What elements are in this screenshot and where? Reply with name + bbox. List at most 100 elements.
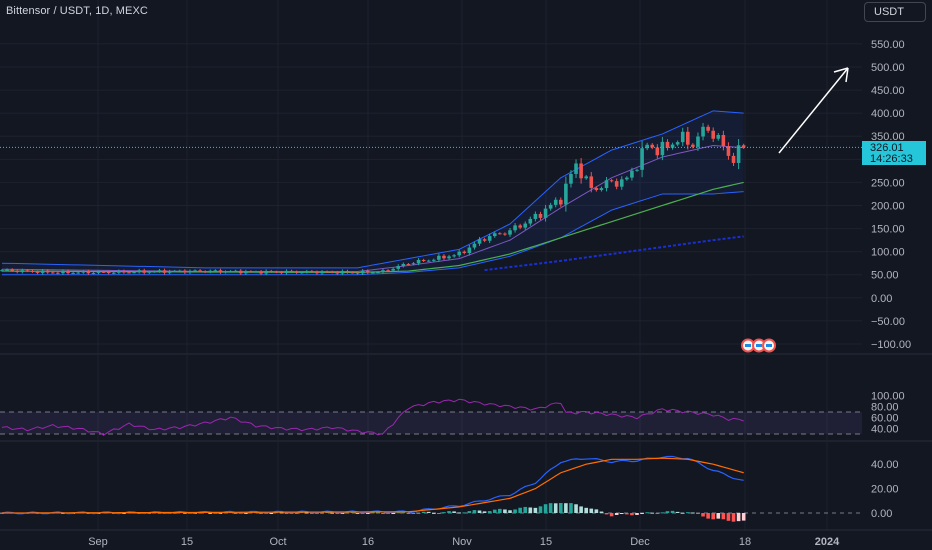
macd-histogram-bar	[660, 512, 665, 514]
candle-body	[264, 271, 268, 274]
time-tick-label: Nov	[452, 536, 472, 548]
candle	[269, 269, 274, 273]
candle	[66, 269, 70, 275]
candle-body	[691, 144, 695, 147]
macd-histogram-bar	[462, 512, 467, 514]
candle	[625, 176, 629, 181]
candle-body	[325, 271, 329, 273]
macd-histogram-bar	[523, 506, 528, 513]
macd-histogram-bar	[518, 507, 522, 513]
candle	[609, 179, 614, 183]
candle	[584, 174, 588, 180]
macd-histogram-bar	[294, 512, 299, 514]
candle	[61, 269, 65, 275]
candle	[213, 269, 218, 272]
symbol-title: Bittensor / USDT, 1D, MEXC	[6, 5, 148, 17]
candle-body	[559, 199, 563, 205]
macd-histogram-bar	[391, 513, 395, 514]
candle-body	[35, 271, 40, 273]
candle	[117, 269, 121, 275]
candle	[701, 122, 705, 141]
candle-body	[523, 223, 528, 228]
candle-body	[421, 259, 426, 261]
candle-body	[487, 236, 492, 241]
candle	[696, 132, 700, 151]
candle-body	[645, 144, 649, 149]
candle-body	[193, 270, 197, 272]
macd-histogram-bar	[584, 507, 588, 513]
candle	[523, 221, 528, 230]
candle	[680, 127, 685, 147]
candle-body	[365, 270, 370, 273]
candle	[498, 232, 502, 235]
candle	[396, 264, 401, 271]
candle-body	[680, 131, 685, 143]
candle-body	[279, 272, 284, 274]
candle-body	[564, 183, 568, 205]
candle-body	[172, 270, 177, 272]
candle-body	[213, 270, 218, 272]
candle-body	[614, 181, 619, 187]
macd-histogram-bar	[675, 511, 680, 513]
ma200-line	[484, 235, 744, 272]
candle-body	[721, 135, 726, 147]
candle	[457, 249, 461, 258]
candle	[106, 270, 111, 275]
macd-histogram-bar	[548, 503, 553, 513]
macd-histogram-bar	[437, 513, 441, 514]
macd-histogram-bar	[279, 512, 284, 514]
candle	[259, 270, 263, 275]
macd-histogram-bar	[371, 512, 375, 514]
price-tick-label: 500.00	[871, 62, 905, 74]
candle-body	[467, 247, 472, 253]
countdown-value: 14:26:33	[870, 153, 913, 165]
candle	[442, 254, 446, 260]
candle	[569, 170, 573, 188]
candle-body	[76, 272, 80, 274]
candle	[645, 142, 649, 151]
candle-body	[736, 145, 741, 163]
candle	[675, 140, 680, 147]
candle-body	[305, 271, 309, 273]
candle	[5, 268, 9, 272]
candle	[553, 197, 558, 208]
rsi-tick-label: 80.00	[871, 402, 899, 414]
candle	[51, 271, 55, 274]
candle-body	[360, 270, 365, 274]
candle	[594, 186, 599, 192]
candle-body	[183, 270, 187, 273]
candle-body	[86, 271, 91, 274]
candle	[111, 271, 116, 275]
flag-stripe	[766, 344, 772, 347]
candle	[619, 176, 624, 190]
candle	[122, 269, 126, 274]
candle	[741, 143, 746, 149]
macd-line	[1, 455, 744, 515]
candle-body	[472, 243, 477, 248]
macd-histogram-bar	[513, 509, 517, 513]
macd-histogram-bar	[701, 513, 705, 517]
candle	[15, 269, 20, 274]
candle-body	[188, 270, 192, 273]
currency-button[interactable]: USDT	[864, 2, 926, 22]
macd-histogram-bar	[472, 510, 477, 513]
macd-histogram-bar	[452, 511, 456, 513]
time-tick-label: Oct	[269, 536, 286, 548]
candle	[579, 158, 583, 184]
candle	[56, 271, 60, 275]
candle-body	[330, 271, 334, 273]
candle	[249, 270, 253, 273]
macd-histogram-bar	[86, 513, 91, 514]
candle	[244, 269, 248, 275]
price-tick-label: 250.00	[871, 177, 905, 189]
candle	[71, 271, 75, 275]
macd-histogram-bar	[680, 512, 685, 514]
macd-histogram-bar	[340, 513, 345, 514]
candle-body	[706, 126, 710, 131]
candle	[381, 268, 385, 274]
candle-body	[447, 256, 451, 259]
macd-histogram-bar	[559, 502, 563, 513]
candle-body	[553, 199, 558, 205]
candle	[416, 258, 421, 266]
